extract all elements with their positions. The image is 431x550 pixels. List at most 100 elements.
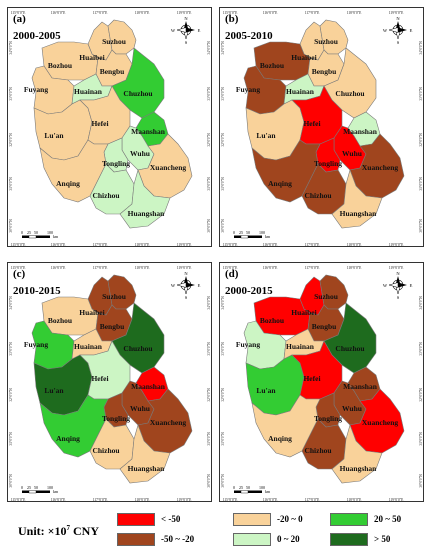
region-huangshan	[119, 169, 171, 229]
compass-letter: W	[171, 28, 176, 33]
lat-tick-label: 32°0'0"N	[221, 388, 225, 402]
lon-tick-label: 115°0'0"E	[223, 498, 238, 502]
city-label-suzhou: Suzhou	[314, 37, 338, 46]
city-label-xuancheng: Xuancheng	[362, 163, 399, 172]
panel-label: (c)	[13, 268, 26, 280]
lon-tick-label: 115°0'0"E	[11, 243, 26, 247]
scale-label: 50	[246, 230, 250, 235]
city-label-bozhou: Bozhou	[48, 61, 72, 70]
panel-label: (a)	[13, 13, 26, 25]
city-label-huaibei: Huaibei	[291, 308, 316, 317]
lon-tick-label: 118°0'0"E	[135, 266, 150, 270]
lon-tick-label: 119°0'0"E	[177, 243, 192, 247]
lon-tick-label: 118°0'0"E	[347, 243, 362, 247]
city-label-huainan: Huainan	[286, 342, 315, 351]
region-anqing	[39, 394, 109, 458]
lon-tick-label: 119°0'0"E	[389, 266, 404, 270]
city-label-chuzhou: Chuzhou	[123, 344, 152, 353]
lon-tick-label: 119°0'0"E	[177, 498, 192, 502]
lon-tick-label: 118°0'0"E	[347, 266, 362, 270]
lat-tick-label: 30°0'0"N	[9, 219, 13, 233]
city-label-anqing: Anqing	[56, 179, 80, 188]
city-label-luan: Lu'an	[256, 386, 276, 395]
city-label-bozhou: Bozhou	[260, 61, 284, 70]
legend-swatch	[117, 513, 155, 526]
lon-tick-label: 116°0'0"E	[263, 243, 278, 247]
period-label: 2000-2005	[13, 30, 61, 42]
city-label-anqing: Anqing	[56, 434, 80, 443]
north-arrow-icon: N S W E	[171, 271, 201, 300]
city-label-chizhou: Chizhou	[304, 446, 331, 455]
compass-letter: N	[184, 16, 188, 21]
lat-tick-label: 34°0'0"N	[221, 296, 225, 310]
map-svg: 115°0'0"E 115°0'0"E 116°0'0"E 116°0'0"E 117°…	[221, 266, 423, 502]
lat-tick-label: 32°0'0"N	[221, 133, 225, 147]
lat-tick-label: 32°0'0"N	[419, 388, 423, 402]
north-arrow-icon: N S W E	[383, 271, 413, 300]
lon-tick-label: 119°0'0"E	[389, 243, 404, 247]
lon-tick-label: 117°0'0"E	[305, 498, 320, 502]
region-anqing	[251, 139, 321, 203]
legend-swatch	[330, 533, 368, 546]
lat-tick-label: 33°0'0"N	[419, 342, 423, 356]
lat-tick-label: 33°0'0"N	[221, 342, 225, 356]
lon-tick-label: 115°0'0"E	[223, 243, 238, 247]
lat-tick-label: 34°0'0"N	[207, 41, 211, 55]
city-label-chizhou: Chizhou	[304, 191, 331, 200]
map-svg: 115°0'0"E 115°0'0"E 116°0'0"E 116°0'0"E 117°…	[9, 11, 211, 247]
lat-tick-label: 30°0'0"N	[9, 474, 13, 488]
city-label-suzhou: Suzhou	[102, 37, 126, 46]
lon-tick-label: 117°0'0"E	[93, 498, 108, 502]
city-label-chizhou: Chizhou	[92, 191, 119, 200]
lat-tick-label: 31°0'0"N	[9, 432, 13, 446]
lat-tick-label: 33°0'0"N	[207, 342, 211, 356]
lat-tick-label: 34°0'0"N	[9, 296, 13, 310]
scale-label: 0	[21, 230, 23, 235]
scale-unit: km	[265, 234, 271, 239]
city-label-bozhou: Bozhou	[260, 316, 284, 325]
legend-swatch	[233, 533, 271, 546]
city-label-tongling: Tongling	[102, 414, 130, 423]
lat-tick-label: 31°0'0"N	[207, 177, 211, 191]
legend-label: < -50	[161, 514, 181, 524]
city-label-hefei: Hefei	[91, 119, 108, 128]
legend: Unit: ×107 CNY < -50 -20 ~ 0 20 ~ 50 -50…	[0, 506, 431, 550]
scale-label: 100	[47, 230, 53, 235]
compass-letter: W	[383, 28, 388, 33]
legend-swatch	[233, 513, 271, 526]
lat-tick-label: 31°0'0"N	[419, 177, 423, 191]
city-label-hefei: Hefei	[91, 374, 108, 383]
lon-tick-label: 117°0'0"E	[93, 11, 108, 15]
city-label-huangshan: Huangshan	[128, 209, 166, 218]
lat-tick-label: 30°0'0"N	[419, 474, 423, 488]
city-label-bengbu: Bengbu	[312, 322, 337, 331]
lon-tick-label: 116°0'0"E	[51, 498, 66, 502]
city-label-huangshan: Huangshan	[128, 464, 166, 473]
compass-letter: S	[185, 295, 188, 300]
city-label-wuhu: Wuhu	[130, 149, 150, 158]
lat-tick-label: 33°0'0"N	[9, 87, 13, 101]
lon-tick-label: 116°0'0"E	[263, 11, 278, 15]
city-label-fuyang: Fuyang	[24, 85, 48, 94]
city-label-huaibei: Huaibei	[79, 53, 104, 62]
legend-swatch	[330, 513, 368, 526]
lon-tick-label: 116°0'0"E	[51, 11, 66, 15]
scale-label: 50	[34, 485, 38, 490]
panel-label: (b)	[225, 13, 239, 25]
city-label-hefei: Hefei	[303, 119, 320, 128]
lat-tick-label: 30°0'0"N	[207, 474, 211, 488]
compass-letter: S	[397, 295, 400, 300]
city-label-tongling: Tongling	[314, 414, 342, 423]
scale-label: 100	[259, 485, 265, 490]
north-arrow-icon: N S W E	[383, 16, 413, 45]
city-label-maanshan: Maanshan	[343, 127, 378, 136]
city-label-huainan: Huainan	[74, 342, 103, 351]
period-label: 2010-2015	[13, 285, 61, 297]
city-label-huaibei: Huaibei	[291, 53, 316, 62]
city-label-huangshan: Huangshan	[340, 464, 378, 473]
lat-tick-label: 34°0'0"N	[419, 41, 423, 55]
